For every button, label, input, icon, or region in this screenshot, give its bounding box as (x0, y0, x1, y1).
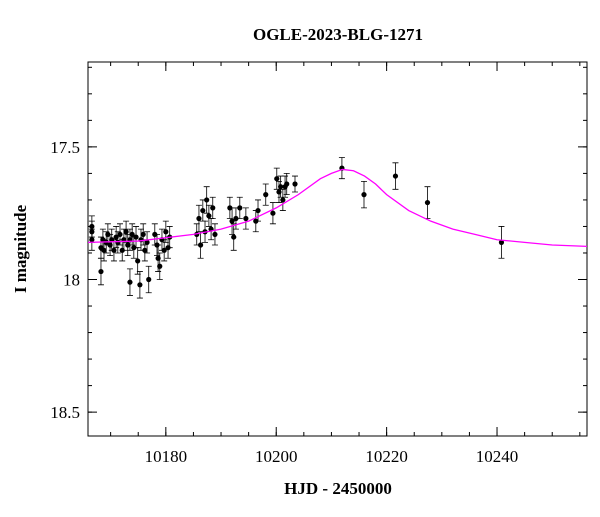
data-point (231, 234, 237, 240)
data-point (243, 215, 249, 222)
data-point (255, 207, 261, 214)
data-point (123, 229, 129, 235)
data-point (212, 231, 218, 238)
x-tick-label: 10180 (145, 447, 188, 466)
data-point (237, 205, 243, 211)
y-tick-label: 18 (63, 271, 80, 290)
data-point (157, 263, 163, 269)
data-point (163, 229, 169, 235)
data-point (263, 192, 269, 198)
y-axis-label: I magnitude (11, 204, 30, 293)
data-point (198, 242, 204, 248)
data-point (117, 231, 123, 238)
data-point (210, 205, 216, 211)
model-curve (87, 168, 588, 247)
data-point (392, 173, 399, 179)
data-point (140, 231, 146, 238)
data-point (498, 239, 505, 245)
data-point (101, 247, 107, 253)
data-point (204, 197, 210, 203)
chart-title: OGLE-2023-BLG-1271 (253, 25, 423, 44)
data-point (270, 210, 276, 216)
data-point (206, 213, 212, 219)
data-point (200, 207, 206, 214)
data-point (133, 234, 139, 240)
data-point (89, 223, 95, 230)
data-point (137, 282, 143, 288)
data-point (135, 258, 141, 264)
data-point (196, 215, 202, 222)
data-point (144, 239, 150, 245)
data-point (274, 176, 280, 182)
data-point (284, 181, 290, 187)
x-tick-label: 10200 (255, 447, 298, 466)
data-point (361, 192, 367, 198)
y-tick-label: 18.5 (50, 403, 80, 422)
data-point (125, 242, 131, 248)
x-tick-label: 10220 (365, 447, 408, 466)
x-tick-label: 10240 (476, 447, 519, 466)
data-point (161, 247, 167, 253)
data-point (127, 279, 133, 285)
data-point (98, 268, 104, 275)
y-tick-label: 17.5 (50, 138, 80, 157)
data-point (424, 199, 431, 206)
data-point (233, 215, 239, 222)
data-point (292, 181, 298, 187)
data-point (280, 197, 286, 203)
data-point (146, 276, 152, 283)
data-point (111, 247, 117, 253)
data-point (278, 184, 284, 190)
x-axis-label: HJD - 2450000 (284, 479, 392, 498)
data-point (142, 247, 148, 253)
plot-frame (87, 61, 588, 437)
data-point (129, 231, 135, 238)
data-point (229, 218, 235, 224)
